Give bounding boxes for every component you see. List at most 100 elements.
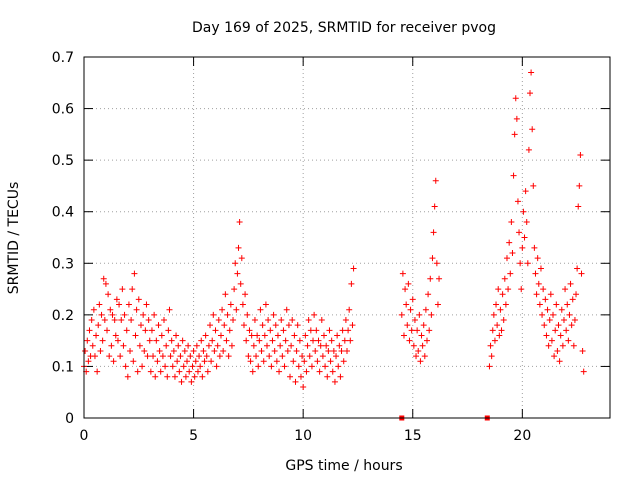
data-point (313, 327, 320, 334)
data-point (117, 353, 124, 360)
data-point (533, 291, 540, 298)
data-point (97, 347, 104, 354)
data-point (405, 280, 412, 287)
data-point (543, 332, 550, 339)
data-point (165, 327, 172, 334)
data-point (111, 317, 118, 324)
data-point (404, 322, 411, 329)
data-point (86, 327, 93, 334)
data-point (256, 337, 263, 344)
data-point (214, 342, 221, 349)
data-point (246, 327, 253, 334)
data-point (327, 358, 334, 365)
data-point (548, 337, 555, 344)
data-point (145, 317, 152, 324)
data-point (336, 342, 343, 349)
data-point (190, 347, 197, 354)
data-point (153, 337, 160, 344)
data-point (509, 249, 516, 256)
data-point (260, 358, 267, 365)
data-point (281, 363, 288, 370)
data-point (521, 234, 528, 241)
data-point (205, 342, 212, 349)
data-point (152, 373, 159, 380)
data-point (564, 301, 571, 308)
data-point (311, 311, 318, 318)
data-point (177, 353, 184, 360)
data-point (542, 296, 549, 303)
y-tick-label: 0.7 (52, 50, 74, 66)
data-point (208, 358, 215, 365)
data-point (577, 151, 584, 158)
data-point (547, 291, 554, 298)
data-point (274, 332, 281, 339)
y-tick-label: 0.4 (52, 205, 74, 221)
data-point (488, 353, 495, 360)
data-point (406, 337, 413, 344)
data-point (154, 358, 161, 365)
data-point (299, 353, 306, 360)
data-point (501, 275, 508, 282)
data-point (410, 342, 417, 349)
data-point (324, 373, 331, 380)
data-point (428, 311, 435, 318)
data-point (407, 306, 414, 313)
data-point (107, 306, 114, 313)
data-point (181, 347, 188, 354)
data-point (95, 322, 102, 329)
data-point (576, 182, 583, 189)
data-point (155, 322, 162, 329)
data-point (137, 322, 144, 329)
data-point (522, 188, 529, 195)
data-point (94, 368, 101, 375)
axis-ticks: 0 0.1 0.2 0.3 0.4 0.5 0.6 0.7 0 5 10 15 20 (52, 50, 610, 444)
data-point (569, 296, 576, 303)
data-point (99, 337, 106, 344)
y-tick-label: 0.1 (52, 359, 74, 375)
data-point (189, 363, 196, 370)
data-point (132, 332, 139, 339)
data-point (192, 358, 199, 365)
data-point (98, 311, 105, 318)
data-point (158, 332, 165, 339)
data-point (221, 322, 228, 329)
data-point (276, 368, 283, 375)
data-point (408, 327, 415, 334)
data-point (280, 327, 287, 334)
data-point (139, 363, 146, 370)
data-point (507, 270, 514, 277)
data-point (249, 368, 256, 375)
data-point (216, 353, 223, 360)
y-tick-label: 0.6 (52, 102, 74, 118)
data-point (346, 306, 353, 313)
data-point (567, 280, 574, 287)
data-point (486, 363, 493, 370)
data-point (113, 296, 120, 303)
data-point (348, 280, 355, 287)
data-point (326, 327, 333, 334)
data-point (434, 301, 441, 308)
data-point (127, 347, 134, 354)
data-point (213, 363, 220, 370)
data-point (340, 358, 347, 365)
data-point (219, 306, 226, 313)
data-point (539, 311, 546, 318)
data-point (264, 342, 271, 349)
data-point (528, 69, 535, 76)
data-point (520, 208, 527, 215)
data-point (350, 265, 357, 272)
data-point (186, 368, 193, 375)
data-point (125, 301, 132, 308)
data-point (534, 255, 541, 262)
data-point (180, 363, 187, 370)
data-point (568, 322, 575, 329)
data-point (236, 219, 243, 226)
data-point (417, 358, 424, 365)
data-point (418, 332, 425, 339)
data-point (529, 126, 536, 133)
data-point (167, 353, 174, 360)
data-point (400, 332, 407, 339)
data-point (560, 317, 567, 324)
data-point (545, 342, 552, 349)
data-point (489, 327, 496, 334)
